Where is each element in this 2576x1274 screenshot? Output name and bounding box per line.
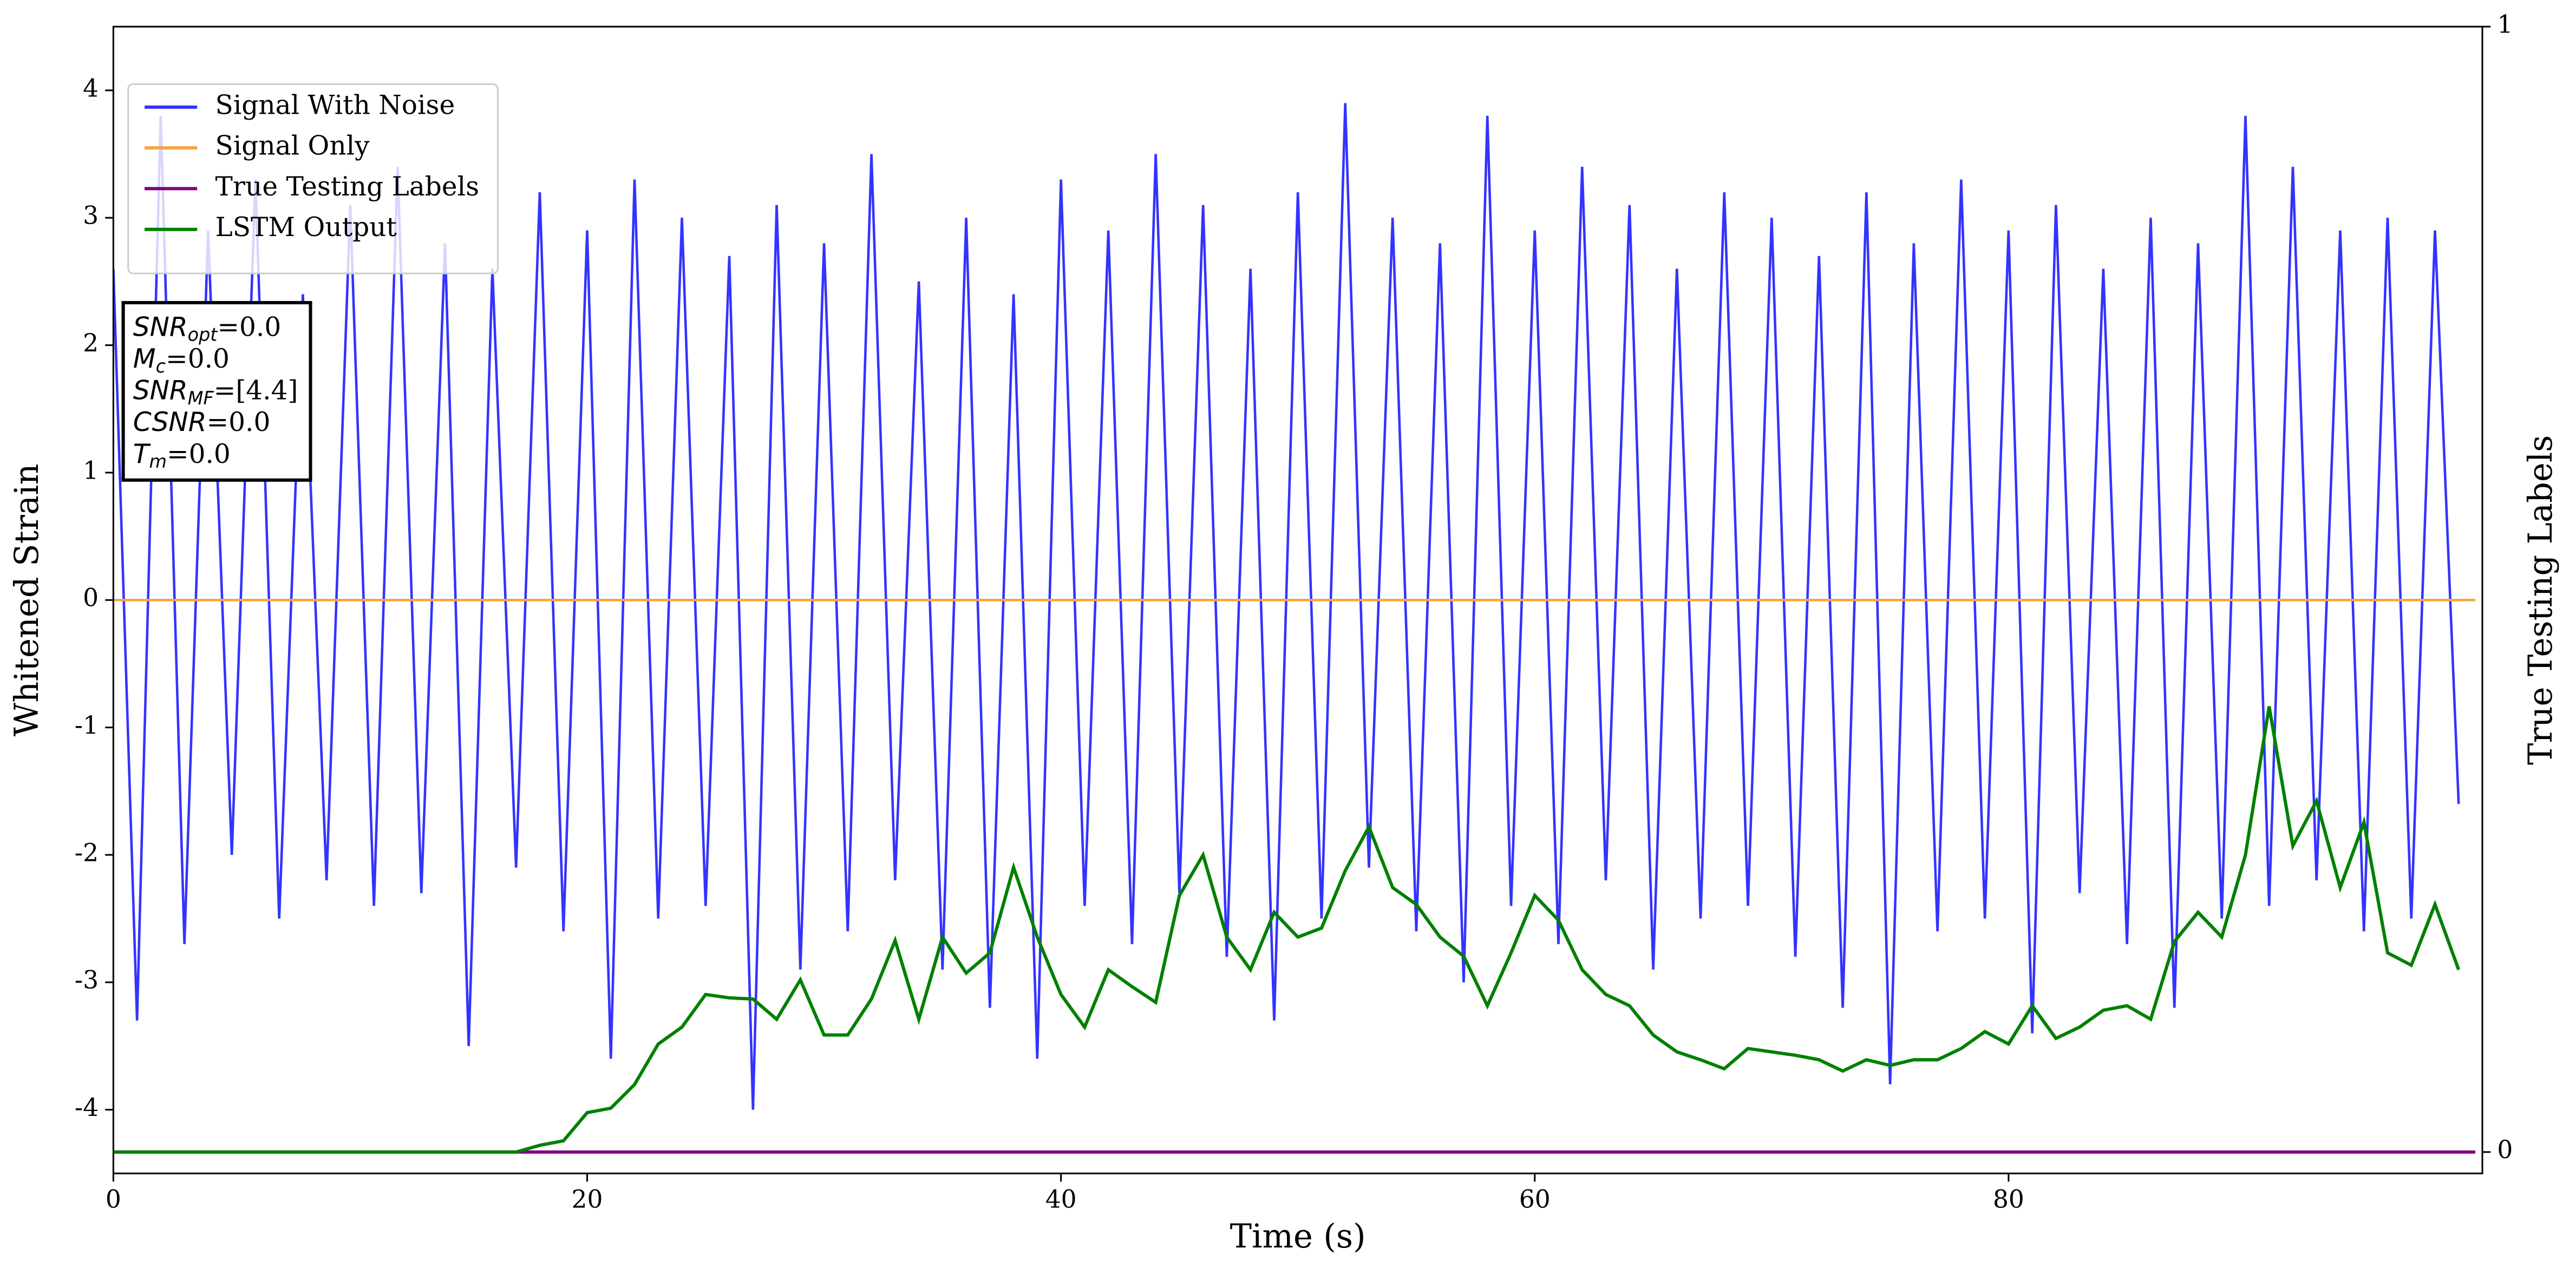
x-tick-label: 40 [1045,1185,1077,1213]
annotation-text: =0.0 [167,439,231,469]
annotation-subscript: MF [188,387,214,408]
y-tick-label: -4 [75,1093,99,1122]
annotation-symbol: CSNR [133,407,207,437]
x-tick-label: 60 [1519,1185,1551,1213]
legend: Signal With Noise Signal Only True Testing… [127,83,499,275]
annotation-text: =0.0 [217,312,281,342]
y-tick-label: 1 [83,456,99,485]
annotation-subscript: c [156,356,166,377]
annotation: CSNR=0.0 [133,407,271,438]
annotation-symbol: M [133,344,156,374]
y2-tick-label: 0 [2497,1135,2513,1164]
annotation-subscript: opt [188,324,219,345]
x-tick-label: 80 [1993,1185,2024,1213]
annotation: SNRMF=[4.4] [133,375,298,408]
annotation-symbol: SNR [133,312,188,343]
series-line [113,706,2461,1154]
x-tick-label: 0 [106,1185,121,1213]
y-tick-label: 0 [83,584,99,612]
y2-tick-label: 1 [2497,10,2513,39]
annotation-text: =0.0 [166,344,230,374]
legend-label: True Testing Labels [215,172,480,202]
y-tick-label: 3 [83,201,99,230]
y-tick-label: 4 [83,74,99,102]
legend-label: LSTM Output [215,212,397,243]
y-tick-label: -3 [75,966,99,995]
annotation-symbol: T [133,439,151,469]
annotation: Mc=0.0 [133,344,230,377]
series-line [113,103,2460,1110]
x-axis-title: Time (s) [1230,1218,1366,1256]
legend-label: Signal Only [215,131,370,161]
annotation-text: =[4.4] [214,375,298,406]
y-axis-title: Whitened Strain [8,463,46,736]
legend-label: Signal With Noise [215,90,455,120]
annotation: SNRopt=0.0 [133,312,281,345]
y-tick-label: 2 [83,329,99,357]
legend-box [127,83,499,275]
y-tick-label: -1 [75,711,99,740]
annotation-symbol: SNR [133,376,188,406]
annotation-subscript: m [149,450,167,472]
x-tick-label: 20 [572,1185,603,1213]
y-tick-label: -2 [75,838,99,867]
annotation-box [121,300,312,482]
y2-axis-title: True Testing Labels [2522,435,2560,765]
annotation-text: =0.0 [206,407,270,437]
annotation: Tm=0.0 [133,439,231,472]
